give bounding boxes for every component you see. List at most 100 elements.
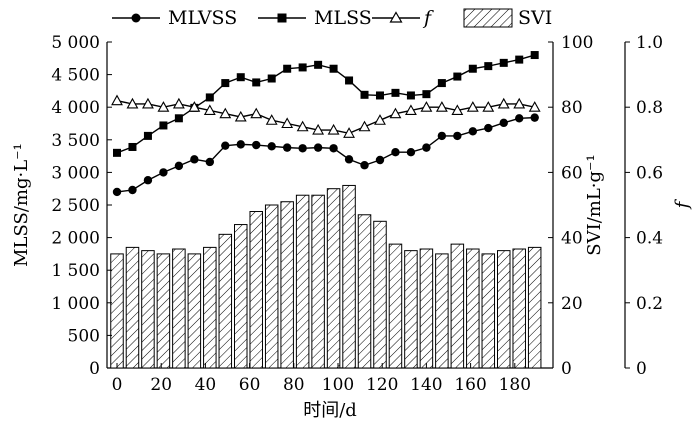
mlss-point bbox=[236, 73, 245, 82]
y-right1-tick-label: 60 bbox=[561, 163, 583, 183]
mlss-point bbox=[298, 63, 307, 72]
f-point bbox=[126, 97, 139, 109]
mlvss-point bbox=[267, 142, 276, 151]
mlss-point bbox=[484, 62, 493, 71]
f-point bbox=[435, 101, 448, 112]
f-point bbox=[234, 110, 247, 122]
svi-bar bbox=[249, 211, 263, 369]
mlvss-point bbox=[515, 114, 524, 123]
f-point bbox=[358, 120, 371, 132]
mlvss-point bbox=[468, 127, 478, 136]
f-point bbox=[250, 107, 263, 119]
svi-bar bbox=[435, 253, 449, 369]
mlvss-point bbox=[453, 131, 462, 141]
x-tick-label: 160 bbox=[454, 375, 486, 395]
svi-bar bbox=[357, 214, 372, 369]
mlss-point bbox=[499, 58, 508, 67]
legend-item-f: f bbox=[372, 7, 434, 29]
mlss-point bbox=[515, 55, 524, 64]
mlss-point bbox=[391, 88, 400, 97]
legend-label-f: f bbox=[422, 7, 434, 29]
f-point bbox=[327, 123, 340, 135]
mlss-point bbox=[143, 131, 152, 140]
y-right1-tick-label: 20 bbox=[561, 294, 583, 314]
f-point bbox=[451, 104, 464, 116]
f-point bbox=[281, 117, 294, 129]
x-tick-label: 100 bbox=[322, 375, 354, 395]
mlvss-point bbox=[221, 141, 230, 150]
svi-bar bbox=[419, 248, 434, 369]
svi-bar bbox=[295, 194, 310, 369]
svi-bar bbox=[125, 246, 140, 369]
svi-bar bbox=[388, 243, 403, 369]
mlvss-point bbox=[112, 187, 122, 197]
mlvss-point bbox=[499, 118, 508, 128]
svi-bar bbox=[481, 253, 496, 369]
svi-bar bbox=[342, 184, 356, 369]
mlss-point bbox=[267, 74, 276, 83]
svi-bar bbox=[187, 253, 202, 369]
x-tick-label: 60 bbox=[239, 375, 261, 395]
mlvss-point bbox=[437, 131, 447, 141]
y-left-tick-label: 4 000 bbox=[51, 98, 100, 118]
x-axis-label: 时间/d bbox=[303, 400, 357, 421]
x-tick-label: 120 bbox=[366, 375, 398, 395]
mlss-point bbox=[205, 93, 214, 102]
y-left-tick-label: 3 000 bbox=[51, 163, 100, 183]
y-left-tick-label: 3 500 bbox=[51, 131, 100, 151]
svi-bars bbox=[110, 184, 542, 369]
ticks: 0 20 40 60 80 100 120 140 160 180 0 500 1 000 1 500 2 … bbox=[51, 33, 663, 395]
mlvss-point bbox=[282, 143, 292, 152]
mlvss-point bbox=[329, 144, 338, 153]
mlss-line bbox=[116, 54, 535, 154]
mlvss-point bbox=[298, 144, 307, 153]
mlvss-point bbox=[391, 147, 400, 157]
mlvss-point bbox=[530, 113, 539, 122]
y-left-tick-label: 0 bbox=[89, 359, 100, 379]
mlss-point bbox=[453, 72, 462, 81]
mlvss-point bbox=[128, 185, 137, 195]
y-right2-tick-label: 0.2 bbox=[636, 294, 663, 314]
f-point bbox=[404, 104, 417, 116]
f-point bbox=[374, 114, 386, 125]
y-left-tick-label: 1 000 bbox=[51, 294, 100, 314]
y-axis-left-label: MLSS/mg·L⁻¹ bbox=[11, 143, 32, 267]
y-right2-tick-label: 0.6 bbox=[636, 163, 663, 183]
mlss-point bbox=[174, 114, 183, 123]
svi-bar bbox=[404, 250, 418, 369]
mlss-point bbox=[422, 90, 431, 99]
legend-label-svi: SVI bbox=[518, 7, 552, 29]
svi-bar bbox=[311, 194, 325, 369]
f-point bbox=[497, 97, 510, 109]
svi-bar bbox=[373, 220, 387, 369]
mlss-point bbox=[221, 79, 230, 88]
mlvss-point bbox=[143, 176, 153, 185]
legend-label-mlvss: MLVSS bbox=[168, 7, 237, 29]
y-right1-tick-label: 0 bbox=[561, 359, 572, 379]
svi-bar bbox=[156, 253, 171, 369]
mlvss-point bbox=[252, 140, 261, 150]
f-point bbox=[296, 120, 309, 132]
svi-bar bbox=[497, 250, 511, 369]
svi-bar bbox=[234, 224, 248, 369]
mlss-point bbox=[360, 90, 369, 99]
svi-bar bbox=[141, 250, 155, 369]
mlss-point bbox=[252, 78, 261, 87]
f-point bbox=[482, 101, 495, 112]
f-point bbox=[157, 101, 170, 112]
f-point bbox=[513, 97, 526, 109]
y-axis-right1-label: SVI/mL·g⁻¹ bbox=[584, 154, 605, 256]
y-right1-tick-label: 80 bbox=[561, 98, 583, 118]
f-line bbox=[116, 99, 535, 135]
y-right2-tick-label: 0.4 bbox=[636, 229, 663, 249]
x-tick-label: 180 bbox=[499, 375, 531, 395]
f-point bbox=[188, 101, 201, 112]
mlvss-point bbox=[159, 168, 168, 177]
mlss-point bbox=[375, 91, 384, 100]
svi-bar bbox=[218, 233, 233, 369]
mlvss-point bbox=[313, 143, 323, 152]
x-tick-label: 0 bbox=[112, 375, 123, 395]
f-point bbox=[343, 127, 355, 138]
mlss-point bbox=[345, 76, 354, 85]
mlvss-point bbox=[205, 157, 215, 167]
